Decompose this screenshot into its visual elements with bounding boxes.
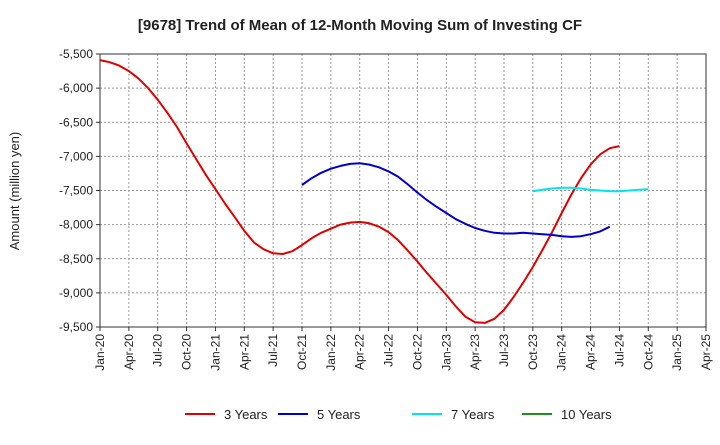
y-tick-label: -9,000 [59,286,93,300]
y-axis-label: Amount (million yen) [7,132,22,251]
x-tick-label: Jan-24 [555,334,569,371]
y-tick-label: -8,500 [59,252,93,266]
series-line-3-years [99,59,620,324]
y-tick-label: -8,000 [59,218,93,232]
x-tick-label: Apr-25 [699,334,713,370]
x-tick-label: Apr-22 [353,334,367,370]
y-tick-label: -6,000 [59,81,93,95]
legend: 3 Years 5 Years 7 Years 10 Years [185,407,612,422]
series-line-5-years [301,162,611,238]
x-tick-label: Apr-21 [237,334,251,370]
series-lines [99,59,649,324]
x-tick-label: Jan-23 [439,334,453,371]
y-tick-label: -5,500 [59,47,93,61]
x-tick-label: Jan-25 [670,334,684,371]
x-tick-label: Jul-20 [151,334,165,367]
plot-frame [99,53,707,328]
x-tick-label: Jan-22 [324,334,338,371]
x-tick-label: Oct-20 [180,334,194,370]
legend-label: 5 Years [317,407,361,422]
chart-title: [9678] Trend of Mean of 12-Month Moving … [138,17,582,34]
series-line-7-years [532,186,649,193]
x-tick-label: Jul-22 [382,334,396,367]
axes: -5,500 -6,000 -6,500 -7,000 -7,500 -8,000 -8,5… [59,47,713,371]
x-tick-label: Jul-21 [266,334,280,367]
y-tick-label: -7,000 [59,149,93,163]
x-tick-label: Oct-24 [641,334,655,370]
x-tick-label: Oct-23 [526,334,540,370]
x-tick-label: Jan-21 [208,334,222,371]
x-tick-label: Oct-21 [295,334,309,370]
y-tick-label: -9,500 [59,320,93,334]
x-tick-label: Jan-20 [93,334,107,371]
x-tick-label: Jul-23 [497,334,511,367]
y-tick-label: -7,500 [59,184,93,198]
x-tick-label: Apr-24 [584,334,598,370]
x-tick-label: Apr-20 [122,334,136,370]
legend-label: 3 Years [224,407,268,422]
legend-label: 7 Years [451,407,495,422]
x-tick-label: Oct-22 [410,334,424,370]
y-tick-label: -6,500 [59,115,93,129]
legend-label: 10 Years [561,407,612,422]
x-tick-label: Jul-24 [612,334,626,367]
x-tick-label: Apr-23 [468,334,482,370]
